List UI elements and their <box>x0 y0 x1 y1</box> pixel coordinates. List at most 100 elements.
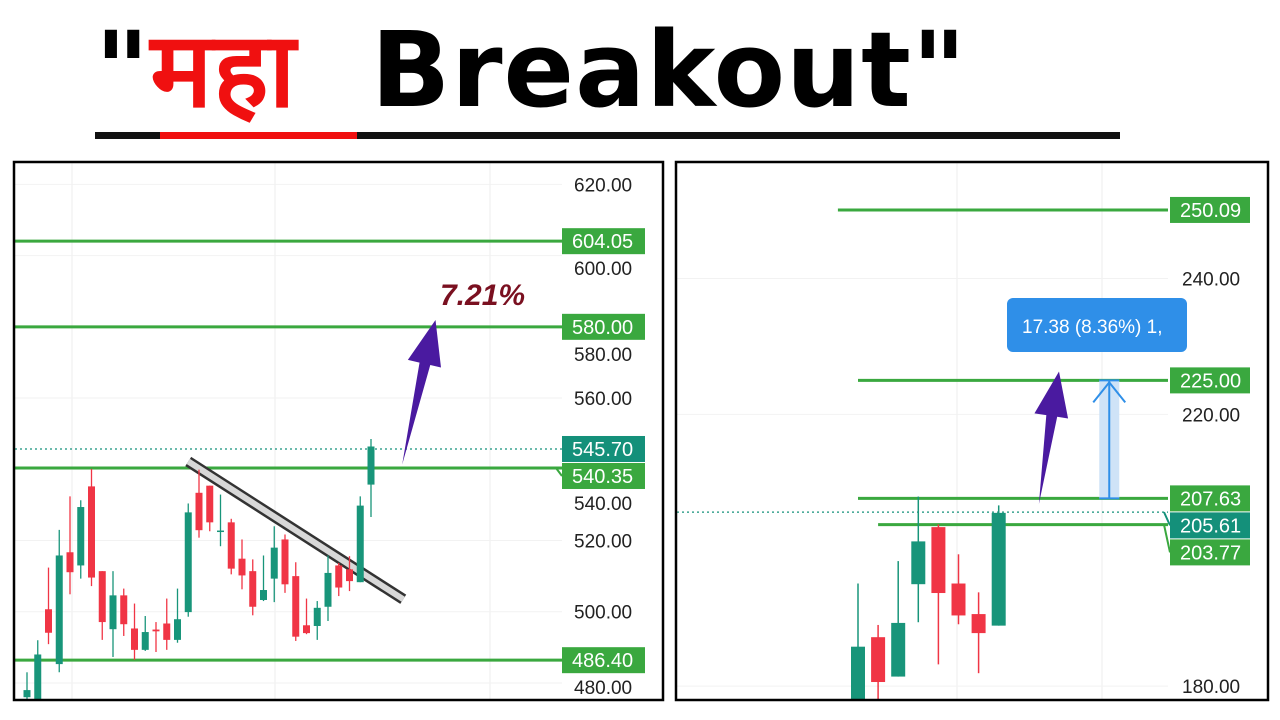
candle-body <box>851 646 865 699</box>
current-price-label-bg <box>562 435 645 462</box>
candle-body <box>163 623 171 640</box>
y-tick-label: 580.00 <box>574 345 632 366</box>
candle <box>346 556 353 592</box>
candle <box>851 583 865 699</box>
candle-body <box>206 485 214 523</box>
current-price-label: 545.70 <box>562 435 645 462</box>
level-price-label-bg <box>562 462 645 489</box>
candle <box>152 622 160 652</box>
arrow-icon <box>402 320 441 465</box>
level-price-label-text: 207.63 <box>1180 488 1241 510</box>
candle <box>77 500 85 579</box>
candle <box>174 588 181 643</box>
candle-body <box>346 569 353 582</box>
candle-body <box>109 595 117 630</box>
level-price-label-text: 604.05 <box>572 231 633 253</box>
candle-body <box>292 576 300 637</box>
price-axis: 620.00 604.05 600.00 580.00 580.00 560.00 545.… <box>555 175 645 699</box>
level-price-label: 207.63 <box>1170 485 1250 512</box>
panel-border <box>674 160 1270 702</box>
candle-body <box>152 629 160 632</box>
panel-border <box>12 160 665 702</box>
y-tick-label: 620.00 <box>574 175 632 196</box>
candle <box>206 485 214 532</box>
level-price-label-text: 580.00 <box>572 317 633 339</box>
candle <box>55 529 63 673</box>
y-tick-label: 520.00 <box>574 532 632 553</box>
price-axis: 250.09 240.00 225.00 220.00 207.63 205.61 203.… <box>1163 196 1250 698</box>
y-tick-label: 560.00 <box>574 389 632 410</box>
candle-body <box>120 595 128 625</box>
candle <box>270 526 278 603</box>
current-price-label-text: 545.70 <box>572 439 633 461</box>
candle-body <box>249 571 257 607</box>
candle-body <box>891 622 906 677</box>
measure-tooltip-text: 17.38 (8.36%) 1, <box>1022 317 1162 338</box>
candle <box>911 496 926 623</box>
y-tick-label: 600.00 <box>574 259 632 280</box>
y-tick-label: 220.00 <box>1182 405 1240 426</box>
candle <box>120 588 128 636</box>
candle <box>891 561 906 677</box>
candle-body <box>367 446 375 485</box>
candle-body <box>88 486 95 578</box>
title-hindi-word: महा <box>150 9 297 131</box>
plot-area: 7.21% <box>15 163 562 699</box>
level-price-label-bg <box>1170 367 1250 394</box>
candle <box>141 616 149 651</box>
candle-body <box>356 505 364 583</box>
candle <box>292 562 300 641</box>
level-price-label-text: 540.35 <box>572 466 633 488</box>
level-price-label: 486.40 <box>562 647 645 674</box>
chart-panel-left: 7.21% 620.00 604.05 600.00 580.00 580.00 560.0… <box>12 160 665 702</box>
candle <box>23 672 31 699</box>
candle <box>66 496 74 595</box>
candle-body <box>34 654 42 699</box>
candle <box>131 603 138 660</box>
arrow-icon <box>1034 371 1069 505</box>
candle-body <box>951 583 966 616</box>
level-price-label-bg <box>1170 196 1250 223</box>
measure-tooltip <box>1007 298 1187 352</box>
y-tick-label: 180.00 <box>1182 677 1240 698</box>
level-price-label-text: 203.77 <box>1180 542 1241 564</box>
candle-body <box>324 572 332 607</box>
candle <box>313 601 321 640</box>
candle-body <box>270 547 278 579</box>
candle-body <box>911 541 926 585</box>
candle <box>195 469 203 538</box>
level-price-label-bg <box>1170 485 1250 512</box>
current-price-label-bg <box>1170 512 1250 539</box>
candle-body <box>174 619 181 640</box>
y-tick-label: 240.00 <box>1182 269 1240 290</box>
thumbnail-title: "महा Breakout" <box>95 8 967 132</box>
y-tick-label: 540.00 <box>574 494 632 515</box>
candle-body <box>23 690 31 698</box>
arrow-up-icon <box>1092 380 1127 404</box>
title-quote-close: " <box>911 9 968 131</box>
candle <box>238 539 246 590</box>
level-price-label-text: 250.09 <box>1180 200 1241 222</box>
candle-body <box>66 552 74 573</box>
candle <box>971 592 986 674</box>
level-price-label-bg <box>1170 539 1250 566</box>
candle-body <box>55 555 63 665</box>
candle <box>260 555 267 602</box>
level-price-label-bg <box>562 647 645 674</box>
level-price-label-bg <box>562 313 645 340</box>
candle-body <box>931 527 946 594</box>
candle <box>88 468 95 587</box>
candle <box>367 439 375 518</box>
candle <box>249 559 257 616</box>
current-price-label-leader <box>1163 511 1171 526</box>
candle-body <box>195 492 203 531</box>
y-tick-label: 480.00 <box>574 678 632 699</box>
level-price-label-text: 225.00 <box>1180 370 1241 392</box>
candle-body <box>45 609 52 633</box>
candle-body <box>871 637 886 683</box>
candle <box>335 562 343 597</box>
candle-body <box>335 565 343 588</box>
candle <box>217 494 224 547</box>
level-price-label: 604.05 <box>562 228 645 255</box>
y-tick-label: 500.00 <box>574 603 632 624</box>
